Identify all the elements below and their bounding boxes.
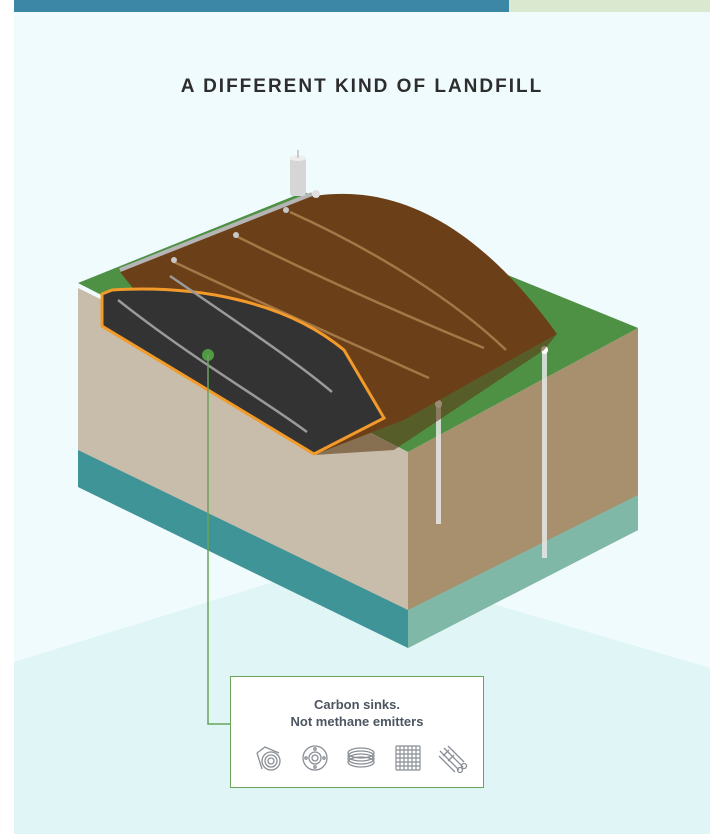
coiled-pipe-icon [256, 746, 281, 771]
callout-leader-line [207, 355, 230, 725]
cell-pipe [169, 274, 333, 393]
wire-coil-icon [347, 747, 375, 768]
woven-fabric-icon [395, 745, 421, 771]
carbon-sink-callout: Carbon sinks. Not methane emitters [230, 676, 484, 788]
ground-front-face [78, 288, 408, 648]
soil-pipe [235, 234, 485, 350]
pipe-joint [233, 232, 239, 238]
carbon-sink-cell [100, 287, 387, 456]
soil-pipe [289, 210, 507, 351]
page-title: A DIFFERENT KIND OF LANDFILL [180, 76, 544, 97]
top-banner-tab [509, 0, 710, 12]
cell-pipe [117, 299, 308, 434]
flange-icon [302, 745, 328, 771]
monitoring-well [436, 404, 441, 524]
pipe-end-cap [312, 190, 320, 198]
callout-line-1: Carbon sinks. [314, 697, 400, 712]
callout-line-2: Not methane emitters [290, 714, 424, 729]
pipe-joint [171, 257, 177, 263]
bundled-tubes-icon [438, 745, 468, 774]
gas-vent [297, 150, 299, 158]
gas-collection-tank [290, 158, 306, 196]
header-pipe [119, 192, 313, 272]
groundwater-front-face [78, 450, 408, 648]
infographic-canvas: A DIFFERENT KIND OF LANDFILL [14, 0, 710, 834]
pipe-joint [283, 207, 289, 213]
groundwater-side-face [408, 495, 638, 648]
ground-side-face [408, 328, 638, 648]
monitoring-well [542, 350, 547, 558]
soil-shadow-front [78, 288, 408, 610]
